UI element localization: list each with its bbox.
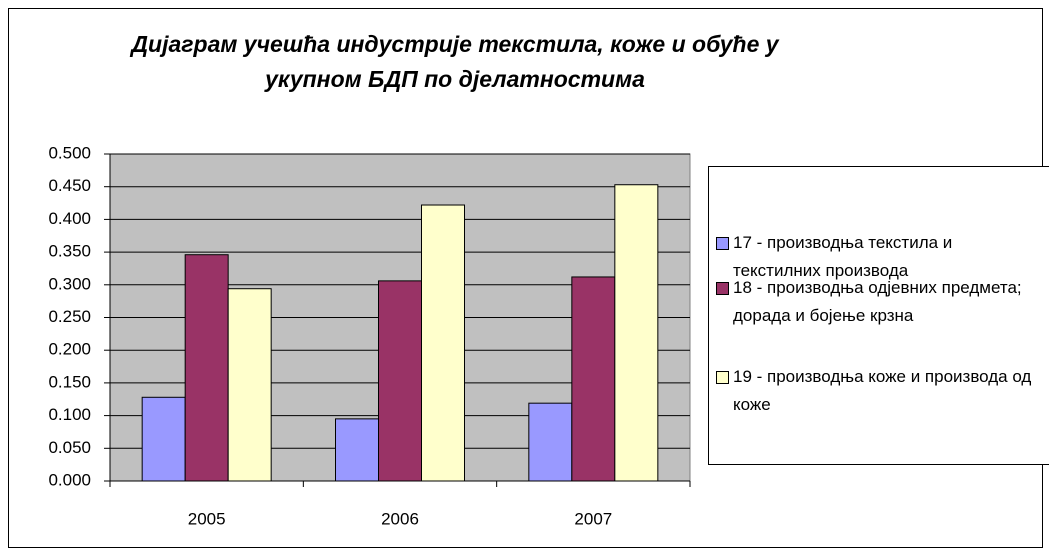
y-tick-label: 0.400: [48, 209, 91, 228]
x-tick-label: 2007: [574, 509, 612, 528]
y-tick-label: 0.050: [48, 438, 91, 457]
legend-box: [708, 166, 1049, 465]
legend-label: 17 - производња текстила и текстилних пр…: [733, 233, 953, 280]
bar: [184, 254, 229, 482]
y-tick-label: 0.100: [48, 405, 91, 424]
legend-swatch: [716, 371, 729, 384]
legend-entry: 17 - производња текстила и текстилних пр…: [714, 229, 1044, 285]
legend-swatch: [716, 282, 729, 295]
bar: [421, 204, 465, 482]
bar: [335, 418, 379, 482]
y-tick-label: 0.150: [48, 372, 91, 391]
y-tick-label: 0.250: [48, 307, 91, 326]
bar: [528, 402, 573, 482]
y-tick-label: 0.000: [48, 470, 91, 489]
legend-entry: 18 - производња одјевних предмета; дорад…: [714, 274, 1044, 330]
bar: [614, 184, 659, 482]
y-tick-label: 0.350: [48, 242, 91, 261]
y-tick-label: 0.200: [48, 340, 91, 359]
y-tick-label: 0.500: [48, 143, 91, 162]
legend-label: 18 - производња одјевних предмета; дорад…: [733, 278, 1022, 325]
legend-entry: 19 - производња коже и производа од коже: [714, 363, 1044, 419]
bar: [571, 276, 616, 482]
x-tick-label: 2006: [381, 509, 419, 528]
y-tick-label: 0.450: [48, 176, 91, 195]
bar: [141, 396, 186, 482]
legend-swatch: [716, 237, 729, 250]
bar: [227, 288, 272, 482]
bar: [378, 280, 422, 482]
chart-title: Дијаграм учешћа индустрије текстила, кож…: [131, 31, 779, 92]
x-tick-label: 2005: [188, 509, 226, 528]
y-tick-label: 0.300: [48, 274, 91, 293]
legend-label: 19 - производња коже и производа од коже: [733, 367, 1032, 414]
